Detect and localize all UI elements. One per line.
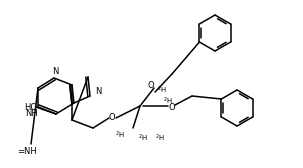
Text: $^2$H: $^2$H (115, 129, 125, 141)
Text: NH: NH (25, 110, 37, 118)
Text: O: O (109, 113, 115, 121)
Text: O: O (148, 80, 154, 90)
Text: $^2$H: $^2$H (155, 132, 165, 144)
Text: HO: HO (24, 102, 37, 112)
Text: N: N (52, 68, 58, 76)
Text: =NH: =NH (17, 148, 37, 157)
Text: $^2$H: $^2$H (163, 95, 173, 107)
Text: N: N (95, 88, 101, 96)
Text: $^2$H: $^2$H (138, 132, 148, 144)
Text: O: O (169, 102, 175, 112)
Text: $^2$H: $^2$H (157, 84, 167, 96)
